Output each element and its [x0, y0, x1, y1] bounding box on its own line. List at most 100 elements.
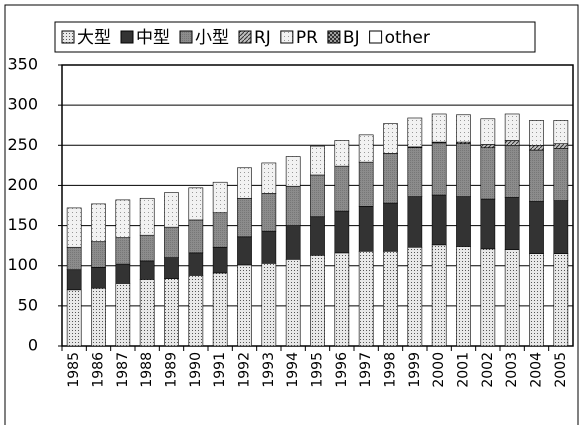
- bar-segment: [407, 196, 423, 248]
- x-tick-label: 2003: [504, 352, 520, 388]
- bar-segment: [212, 181, 228, 214]
- bar-segment: [480, 248, 496, 347]
- bar-segment: [139, 260, 155, 280]
- bar-segment: [285, 225, 301, 260]
- bar-segment: [237, 236, 252, 266]
- bar-segment: [91, 203, 106, 242]
- bar-segment: [139, 234, 155, 262]
- legend-label: 大型: [77, 28, 111, 48]
- x-tick-label: 1999: [407, 352, 423, 388]
- x-tick-label: 2002: [480, 352, 496, 388]
- bar-segment: [261, 193, 277, 232]
- bar-segment: [212, 272, 228, 347]
- bar-segment: [529, 253, 544, 347]
- legend-swatch: [61, 30, 75, 44]
- bar-segment: [383, 202, 398, 252]
- bar-segment: [164, 226, 179, 258]
- bar-segment: [480, 144, 496, 148]
- legend-label: BJ: [343, 28, 360, 48]
- x-tick-label: 1986: [91, 352, 107, 388]
- bar-segment: [383, 250, 398, 347]
- bar-segment: [334, 210, 350, 254]
- bar-segment: [66, 289, 82, 347]
- bar-segment: [456, 246, 471, 347]
- bar-segment: [188, 219, 204, 254]
- bar-segment: [383, 123, 398, 154]
- y-tick-label: 250: [7, 135, 38, 154]
- bar-segment: [529, 201, 544, 254]
- bar-segment: [285, 185, 301, 226]
- bar-segment: [91, 241, 106, 268]
- bar-segment: [358, 161, 374, 207]
- bar-segment: [115, 237, 131, 265]
- bar-segment: [237, 264, 252, 347]
- x-tick-label: 1995: [310, 352, 326, 388]
- bar-segment: [310, 216, 325, 256]
- bar-segment: [139, 279, 155, 347]
- bar-segment: [504, 113, 520, 141]
- y-tick-label: 0: [28, 336, 38, 355]
- bar-segment: [164, 278, 179, 347]
- bar-segment: [529, 149, 544, 202]
- bar-segment: [188, 187, 204, 221]
- bar-segment: [407, 147, 423, 197]
- bar-segment: [261, 230, 277, 264]
- x-tick-label: 1990: [188, 352, 204, 388]
- legend-swatch: [179, 30, 193, 44]
- y-tick-label: 50: [18, 295, 38, 314]
- bar-segment: [115, 283, 131, 347]
- x-tick-label: 1997: [358, 352, 374, 388]
- y-tick-label: 200: [7, 175, 38, 194]
- x-tick-label: 1988: [139, 352, 155, 388]
- x-tick-label: 1996: [334, 352, 350, 388]
- bar-segment: [456, 196, 471, 247]
- legend-swatch: [327, 30, 341, 44]
- bar-segment: [66, 269, 82, 291]
- bar-segment: [553, 148, 569, 201]
- legend-swatch: [120, 30, 134, 44]
- bar-segment: [480, 118, 496, 145]
- bar-segment: [334, 165, 350, 212]
- bar-segment: [285, 258, 301, 347]
- x-tick-label: 1985: [66, 352, 82, 388]
- x-tick-label: 2004: [529, 352, 545, 388]
- bar-segment: [334, 252, 350, 347]
- bar-segment: [310, 174, 325, 218]
- bar-segment: [91, 267, 106, 289]
- bar-segment: [188, 252, 204, 276]
- legend-swatch: [238, 30, 252, 44]
- y-tick-label: 100: [7, 255, 38, 274]
- legend-label: 中型: [136, 28, 170, 48]
- bar-segment: [115, 263, 131, 284]
- bar-segment: [407, 246, 423, 347]
- x-tick-label: 1989: [164, 352, 180, 388]
- legend-label: 小型: [195, 28, 229, 48]
- legend-swatch: [280, 30, 294, 44]
- bar-segment: [261, 263, 277, 347]
- bar-segment: [237, 167, 252, 199]
- bar-segment: [456, 114, 471, 143]
- x-tick-label: 2001: [456, 352, 472, 388]
- bar-segment: [310, 145, 325, 176]
- x-tick-label: 2000: [431, 352, 447, 388]
- legend-label: PR: [296, 28, 318, 48]
- bar-segment: [529, 120, 544, 146]
- legend-swatch: [369, 30, 383, 44]
- y-tick-label: 350: [7, 55, 38, 74]
- bar-segment: [480, 198, 496, 250]
- bar-segment: [115, 199, 131, 238]
- bar-segment: [212, 246, 228, 274]
- x-tick-label: 1994: [285, 352, 301, 388]
- bar-segment: [212, 212, 228, 248]
- bar-segment: [553, 120, 569, 144]
- x-tick-label: 2005: [553, 352, 569, 388]
- bar-segment: [383, 153, 398, 204]
- bar-segment: [431, 142, 447, 196]
- legend-label: RJ: [254, 28, 271, 48]
- x-tick-label: 1987: [115, 352, 131, 388]
- y-tick-label: 300: [7, 95, 38, 114]
- bar-segment: [188, 275, 204, 347]
- bar-segment: [480, 147, 496, 200]
- bar-segment: [237, 197, 252, 238]
- legend-box: [54, 21, 536, 53]
